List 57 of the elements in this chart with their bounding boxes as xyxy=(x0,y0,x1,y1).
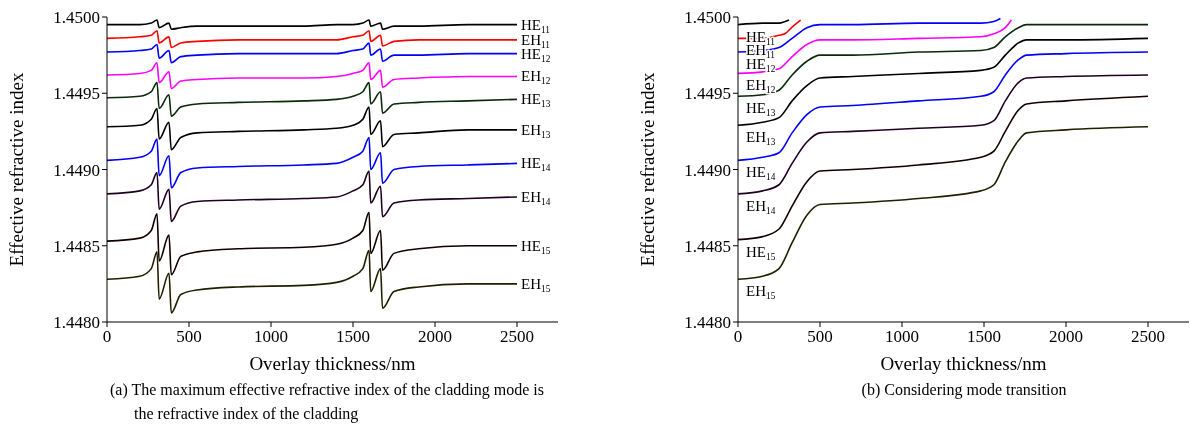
series-label: EH$_{13}$ xyxy=(746,129,776,148)
x-tick-label: 1500 xyxy=(967,327,1001,347)
line-series xyxy=(107,81,518,117)
y-tick-label: 1.4485 xyxy=(684,236,731,256)
series-label: HE$_{13}$ xyxy=(521,91,551,110)
text: (a) The maximum effective refractive index of the cladding mode is the refractive index of the cladding xyxy=(110,380,545,425)
series-label: EH$_{14}$ xyxy=(746,197,776,216)
line-series xyxy=(107,61,518,90)
y-tick-label: 1.4495 xyxy=(53,84,100,104)
x-tick-label: 1000 xyxy=(885,327,919,347)
y-tick-label: 1.4500 xyxy=(53,8,100,28)
series-label: HE$_{15}$ xyxy=(521,237,551,256)
line-series xyxy=(738,126,1149,281)
x-axis-title: Overlay thickness/nm xyxy=(880,353,1047,374)
series-label: HE$_{14}$ xyxy=(521,155,551,174)
line-series xyxy=(738,74,1149,195)
x-tick-label: 1000 xyxy=(254,327,288,347)
line-series xyxy=(107,211,518,276)
y-tick-label: 1.4485 xyxy=(53,236,100,256)
series-label: HE$_{15}$ xyxy=(746,243,776,262)
x-tick-label: 2500 xyxy=(500,327,534,347)
x-tick-label: 0 xyxy=(102,327,112,347)
text: (b) Considering mode transition xyxy=(860,380,1068,401)
y-tick-label: 1.4480 xyxy=(684,313,731,333)
series-label: EH$_{13}$ xyxy=(521,121,551,140)
line-series xyxy=(738,23,1149,98)
line-series xyxy=(738,17,1002,53)
series-label: EH$_{12}$ xyxy=(746,77,776,96)
x-tick-label: 500 xyxy=(176,327,202,347)
y-axis-title: Effective refractive index xyxy=(636,72,658,267)
x-tick-label: 500 xyxy=(807,327,833,347)
y-axis-title: Effective refractive index xyxy=(5,72,27,267)
series-label: EH$_{15}$ xyxy=(746,283,776,302)
y-tick-label: 1.4490 xyxy=(684,160,731,180)
line-series xyxy=(107,136,518,189)
line-series xyxy=(738,95,1149,241)
line-series xyxy=(107,170,518,223)
line-series xyxy=(107,249,518,314)
x-tick-label: 1500 xyxy=(336,327,370,347)
series-label: HE$_{13}$ xyxy=(746,100,776,119)
x-tick-label: 2000 xyxy=(418,327,452,347)
y-tick-label: 1.4500 xyxy=(684,8,731,28)
y-tick-label: 1.4495 xyxy=(684,84,731,104)
series-label: EH$_{12}$ xyxy=(521,68,551,87)
x-axis-title: Overlay thickness/nm xyxy=(249,353,416,374)
series-label: HE$_{11}$ xyxy=(521,16,551,35)
line-series xyxy=(107,29,518,49)
series-label: HE$_{14}$ xyxy=(746,164,776,183)
line-series xyxy=(738,19,1013,75)
x-tick-label: 0 xyxy=(733,327,743,347)
x-tick-label: 2000 xyxy=(1049,327,1083,347)
y-tick-label: 1.4480 xyxy=(53,313,100,333)
y-tick-label: 1.4490 xyxy=(53,160,100,180)
line-series xyxy=(107,42,518,64)
series-label: EH$_{15}$ xyxy=(521,275,551,294)
series-label: EH$_{14}$ xyxy=(521,188,551,207)
x-tick-label: 2500 xyxy=(1131,327,1165,347)
